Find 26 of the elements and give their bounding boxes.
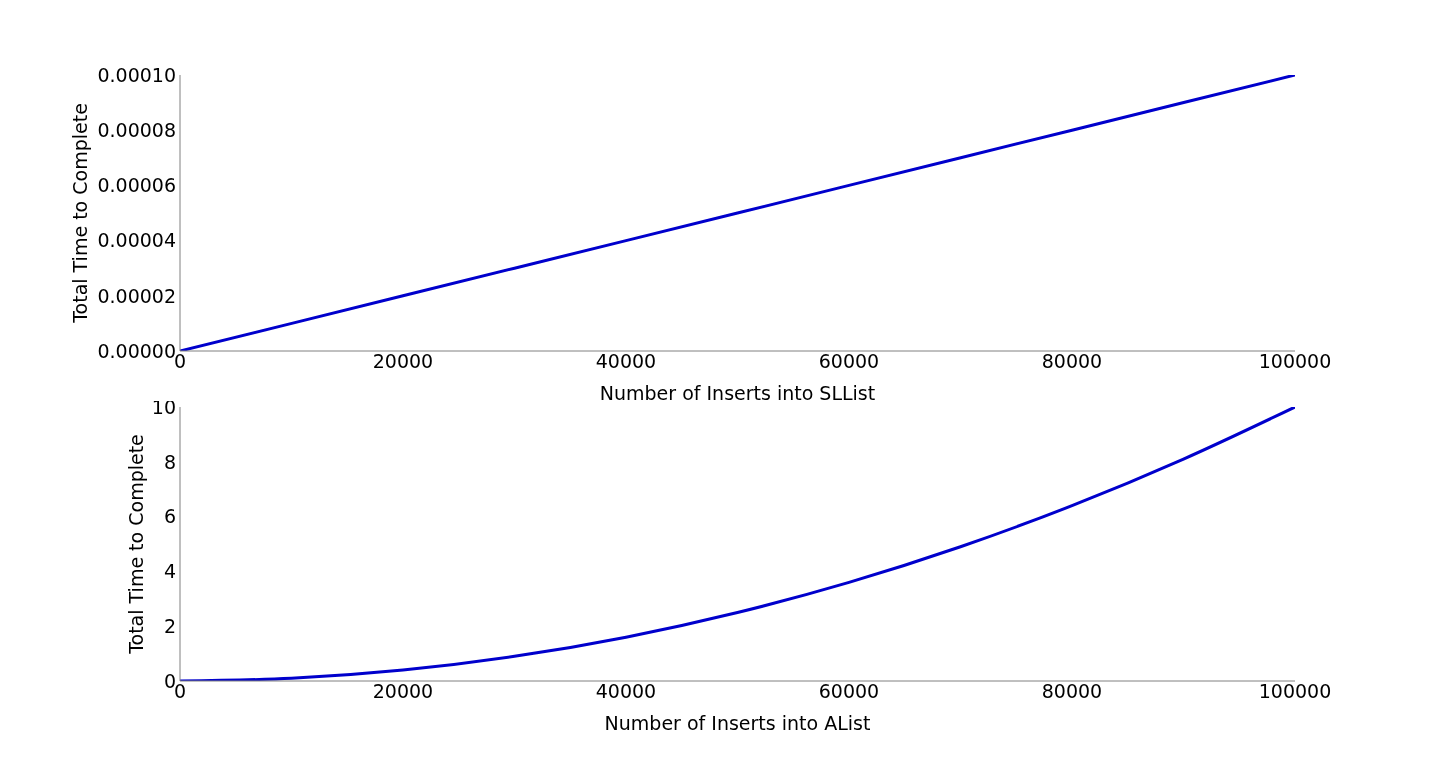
x-tick-label: 80000 [1041,350,1103,373]
y-tick-label: 0.00008 [97,118,176,141]
y-axis-title: Total Time to Complete [125,434,147,655]
x-tick-label: 60000 [818,350,880,373]
y-tick-label: 4 [163,560,176,583]
x-axis-title: Number of Inserts into SLList [599,382,876,404]
y-tick-label: 2 [163,614,176,637]
y-tick-label: 6 [163,505,176,528]
x-tick-label: 40000 [595,350,657,373]
x-tick-label: 100000 [1258,350,1332,373]
y-tick-label: 0.00004 [97,229,176,252]
x-tick-label: 100000 [1258,680,1332,703]
y-tick-label: 0.00002 [97,284,176,307]
y-tick-label: 8 [163,450,176,473]
x-tick-label: 20000 [372,350,434,373]
x-axis-title: Number of Inserts into AList [604,712,871,734]
x-tick-label: 40000 [595,680,657,703]
x-tick-label: 60000 [818,680,880,703]
line-series [180,75,1295,351]
x-tick-label: 80000 [1041,680,1103,703]
y-tick-label: 0.00006 [97,174,176,197]
line-series [180,407,1295,681]
x-tick-label: 20000 [372,680,434,703]
y-tick-label: 0.00000 [97,339,176,362]
y-axis-title: Total Time to Complete [69,103,91,324]
y-tick-label: 0.00010 [97,63,176,86]
